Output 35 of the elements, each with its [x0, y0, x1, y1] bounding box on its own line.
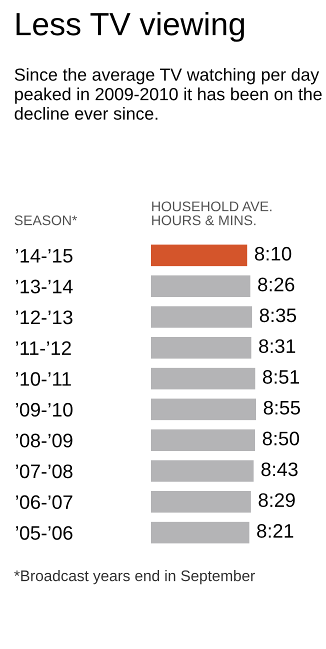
chart-title: Less TV viewing [16, 12, 244, 42]
data-label: 8:10 [254, 246, 292, 261]
y-tick-label: ’13-’14 [16, 280, 73, 294]
y-tick-label: ’09-’10 [16, 402, 72, 417]
y-tick-label: ’14-’15 [16, 249, 72, 263]
data-label: 8:29 [258, 493, 295, 508]
y-axis-title: SEASON* [14, 215, 78, 226]
y-tick-label: ’07-’08 [16, 464, 72, 478]
bar [151, 244, 248, 266]
data-label: 8:51 [263, 370, 300, 384]
bar [151, 460, 254, 482]
y-tick-label: ’06-’07 [16, 495, 72, 510]
x-axis-title: HOUSEHOLD AVE. HOURS & MINS. [152, 201, 272, 226]
y-tick-label: ’08-’09 [16, 434, 72, 448]
data-label: 8:50 [262, 432, 300, 446]
bar [151, 275, 250, 297]
bar [151, 337, 252, 359]
y-tick-label: ’11-’12 [16, 341, 71, 355]
data-label: 8:55 [264, 400, 300, 415]
y-tick-label: ’10-’11 [16, 372, 71, 386]
text: *Broadcast years end in September [14, 570, 255, 584]
data-label: 8:31 [259, 339, 296, 354]
data-label: 8:26 [258, 278, 294, 292]
bar [151, 398, 256, 420]
bar [151, 429, 256, 451]
y-tick-label: ’05-’06 [16, 526, 72, 540]
chart-subtitle: Since the average TV watching per day peaked in 2009-2010 it has been on the decline ever since. [14, 68, 322, 120]
bar [151, 306, 252, 328]
y-tick-label: ’12-’13 [16, 310, 72, 324]
bar [151, 368, 256, 390]
bar [151, 491, 251, 513]
data-label: 8:43 [261, 462, 298, 476]
data-label: 8:21 [257, 524, 294, 538]
data-label: 8:35 [260, 308, 296, 322]
bar [151, 522, 250, 544]
